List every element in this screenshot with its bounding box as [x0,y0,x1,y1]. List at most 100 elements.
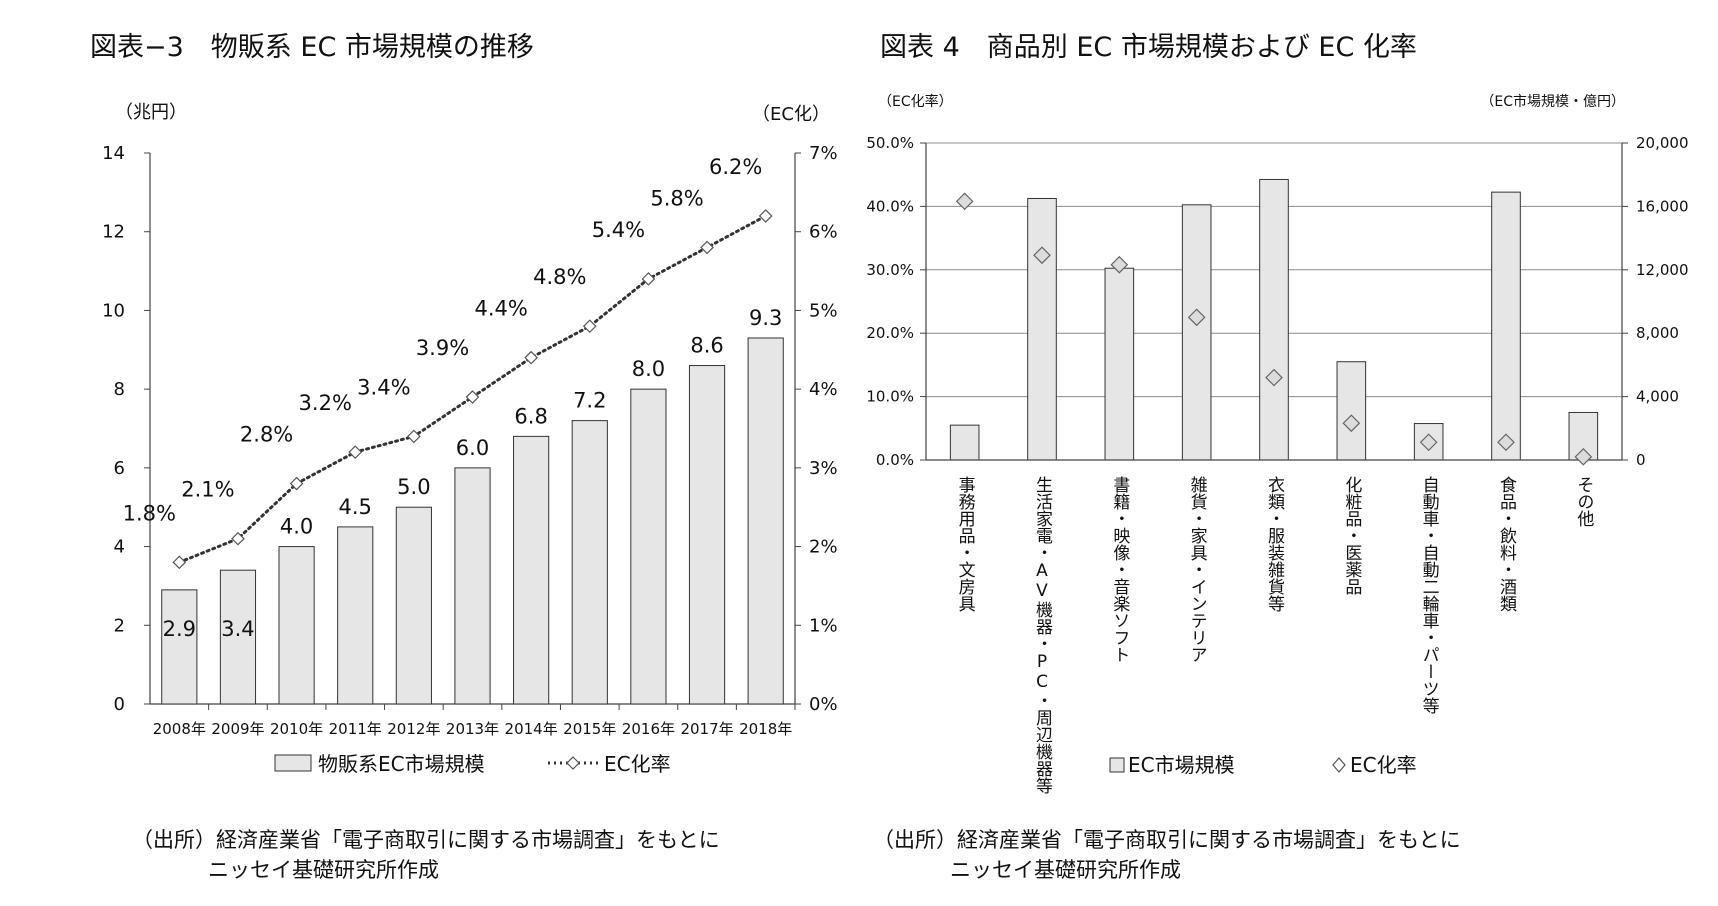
chart1-source-line1: （出所）経済産業省「電子商取引に関する市場調査」をもとに [132,828,720,852]
chart2-axes: 0.0% 10.0% 20.0% 30.0% 40.0% 50.0% 0 4,000 8,000… [866,134,1688,469]
chart2-left-tick-label: 10.0% [866,388,914,406]
chart1-line-value-label: 3.9% [416,336,469,360]
chart1-x-tick-label: 2009年 [211,720,264,738]
chart2-source-line2: ニッセイ基礎研究所作成 [950,858,1181,882]
chart1-ec-rate-point [582,319,597,334]
chart1-bar [688,365,726,705]
chart2-bar [949,424,980,461]
chart1-x-tick-label: 2016年 [622,720,675,738]
chart2-left-tick-label: 40.0% [866,197,914,215]
chart1-line-value-label: 4.8% [533,265,586,289]
chart1-right-tick-label: 4% [809,379,838,400]
chart2-rate-marker [1033,246,1051,265]
chart1-bar [161,589,198,705]
chart2-category-label: 生活家電・AV機器・PC・周辺機器等 [1032,476,1053,794]
chart2-legend-bar-label: EC市場規模 [1128,753,1235,777]
chart1-bar [454,467,491,705]
chart1-left-tick-label: 14 [102,143,125,164]
chart2-bar [1181,204,1212,461]
chart1-left-tick-label: 10 [102,300,125,321]
chart1-left-tick-label: 2 [114,615,125,636]
chart1-legend-bar-swatch [274,754,312,772]
chart2-rate-marker [1342,414,1361,433]
chart2-right-tick-label: 12,000 [1636,261,1689,279]
chart1-legend: 物販系EC市場規模 EC化率 [274,752,671,776]
chart1-left-tick-label: 8 [114,379,125,400]
chart2-rate-marker [955,192,974,211]
chart2-left-tick-label: 50.0% [866,134,914,152]
chart2-rate-marker [1110,255,1129,274]
chart2-right-tick-label: 20,000 [1636,134,1689,152]
chart1-right-tick-label: 5% [809,300,838,321]
chart2-bar [1336,361,1367,461]
chart2-legend-marker-swatch [1332,757,1346,773]
chart1-right-tick-label: 3% [809,458,838,479]
chart2-rate-marker [1497,433,1515,452]
chart1-left-tick-label: 6 [114,458,125,479]
chart1-bar [513,435,550,705]
chart2-right-unit: （EC市場規模・億円） [1480,93,1625,110]
chart1-source-line2: ニッセイ基礎研究所作成 [208,858,439,882]
chart1-line-value-label: 2.8% [240,423,293,447]
chart2-left-tick-label: 30.0% [866,261,914,279]
chart2-bar [1259,178,1289,461]
chart1-x-tick-label: 2018年 [739,720,792,738]
chart1-line-series [172,209,773,570]
chart1-legend-line-marker [566,756,580,770]
chart1-x-tick-label: 2014年 [505,720,558,738]
chart1-bar-value-label: 6.8 [514,404,547,428]
chart2-right-tick-label: 16,000 [1636,197,1689,215]
chart1-x-tick-label: 2011年 [329,720,382,738]
chart2-legend-marker-label: EC化率 [1350,753,1417,777]
chart1-ec-rate-point [524,350,538,365]
chart1-line-value-label: 4.4% [474,297,527,321]
chart2-title: 図表 4 商品別 EC 市場規模および EC 化率 [880,32,1417,63]
chart1-bar-value-label: 4.5 [339,495,372,519]
chart2-left-unit: （EC化率） [878,93,953,110]
chart1-x-tick-label: 2010年 [270,720,323,738]
chart2-right-tick-label: 0 [1636,451,1646,469]
chart1-bar [747,337,784,705]
chart1-x-tick-label: 2017年 [680,720,733,738]
chart2-category-label: 事務用品・文房具 [955,476,976,612]
chart1-bar [395,506,432,705]
chart1-bar-value-label: 7.2 [573,389,606,413]
chart1-legend-bar-label: 物販系EC市場規模 [318,752,485,776]
chart2-bar [1104,267,1135,461]
chart1-line-value-label: 3.4% [357,375,410,399]
chart1-line-value-label: 3.2% [299,391,352,415]
chart1-ec-rate-point [641,272,656,286]
chart1-bar-value-label: 8.0 [632,357,665,381]
chart1-ec-rate-point [700,240,714,255]
chart1-bar-value-label: 4.0 [280,515,313,539]
chart2-category-labels: 事務用品・文房具 生活家電・AV機器・PC・周辺機器等 書籍・映像・音楽ソフト 雑貨・… [955,476,1594,794]
chart2-bar [1491,191,1521,461]
chart2-bar [1027,197,1057,461]
chart1-right-tick-label: 2% [809,537,838,558]
chart1: 図表−3 物販系 EC 市場規模の推移 （兆円） （EC化） 0 2 4 6 8 10 12… [90,32,838,882]
chart1-bars [161,337,784,705]
chart1-bar-value-label: 5.0 [397,475,430,499]
chart1-bar-value-label: 9.3 [749,306,782,330]
chart2: 図表 4 商品別 EC 市場規模および EC 化率 （EC化率） （EC市場規模… [866,32,1688,882]
chart2-category-label: 雑貨・家具・インテリア [1187,476,1208,663]
chart2-category-label: その他 [1573,476,1594,527]
chart1-bar [278,546,315,705]
chart1-bar [337,526,374,705]
chart2-right-tick-label: 8,000 [1636,324,1679,342]
chart1-right-tick-label: 0% [809,694,838,715]
chart2-source-line1: （出所）経済産業省「電子商取引に関する市場調査」をもとに [873,828,1461,852]
chart2-legend: EC市場規模 EC化率 [1109,753,1417,777]
chart1-legend-line-label: EC化率 [604,752,671,776]
chart1-right-tick-label: 1% [809,615,838,636]
chart2-left-tick-label: 20.0% [866,324,914,342]
chart2-rate-marker [1265,368,1283,387]
chart2-category-label: 衣類・服装雑貨等 [1264,476,1285,612]
chart2-rate-marker [1187,308,1206,327]
chart1-bar-value-label: 3.4 [221,617,254,641]
chart2-category-label: 書籍・映像・音楽ソフト [1109,476,1130,663]
chart1-line-value-label: 1.8% [123,501,176,525]
chart2-right-tick-label: 4,000 [1636,388,1679,406]
chart1-x-tick-label: 2008年 [153,720,206,738]
